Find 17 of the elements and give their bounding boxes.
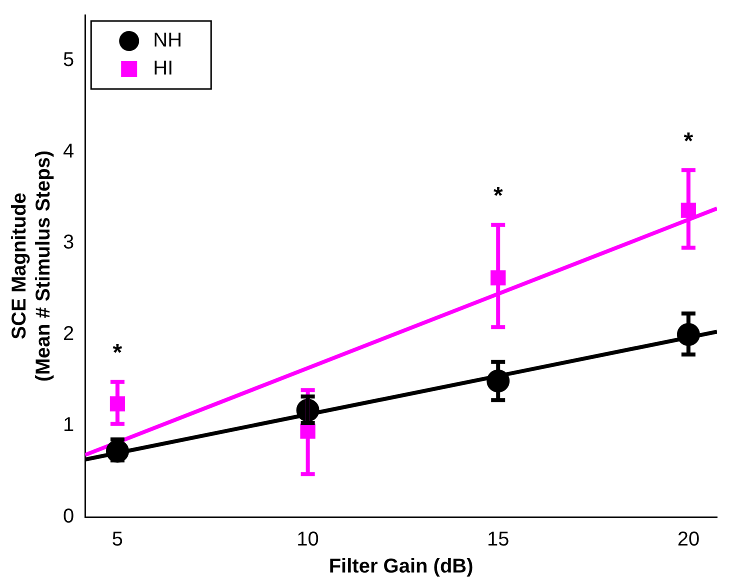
x-tick-label: 15 bbox=[487, 528, 510, 551]
y-tick-label: 4 bbox=[63, 140, 74, 162]
y-tick-label: 3 bbox=[63, 232, 74, 254]
annotation: * bbox=[684, 128, 694, 155]
y-tick-label: 0 bbox=[63, 506, 74, 528]
legend-label: HI bbox=[153, 58, 174, 80]
annotation: * bbox=[112, 340, 123, 367]
annotation: * bbox=[493, 182, 504, 210]
x-tick-label: 20 bbox=[677, 528, 700, 551]
x-tick-label: 5 bbox=[112, 528, 124, 551]
y-tick-label: 5 bbox=[63, 49, 74, 72]
legend-label: NH bbox=[153, 30, 182, 52]
y-axis-title: SCE Magnitude (Mean # Stimulus Steps) bbox=[8, 150, 55, 382]
x-tick-label: 10 bbox=[296, 528, 319, 551]
y-tick-label: 1 bbox=[63, 414, 74, 436]
y-tick-label: 2 bbox=[63, 322, 74, 345]
x-axis-title: Filter Gain (dB) bbox=[328, 556, 474, 578]
